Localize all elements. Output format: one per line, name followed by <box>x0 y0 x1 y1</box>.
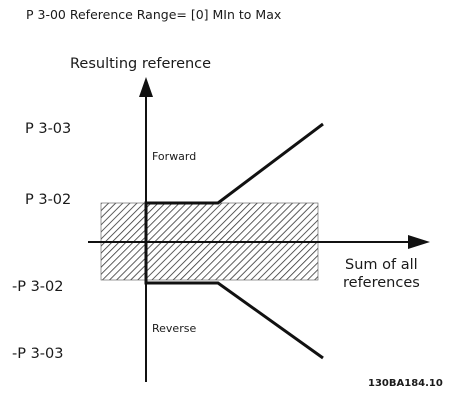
tick-label-neg-p303: -P 3-03 <box>12 346 64 362</box>
diagram-title: P 3-00 Reference Range= [0] MIn to Max <box>26 7 281 22</box>
y-axis-label: Resulting reference <box>70 56 211 72</box>
tick-label-neg-p302: -P 3-02 <box>12 279 64 295</box>
reverse-label: Reverse <box>152 322 196 335</box>
tick-label-p303: P 3-03 <box>25 121 71 137</box>
x-axis-arrow <box>408 235 430 249</box>
forward-curve <box>144 122 324 242</box>
x-axis-label-line1: Sum of all <box>345 257 418 273</box>
tick-label-p302: P 3-02 <box>25 192 71 208</box>
reverse-curve <box>144 242 324 360</box>
forward-label: Forward <box>152 150 196 163</box>
figure-code: 130BA184.10 <box>368 378 443 389</box>
y-axis-arrow <box>139 77 153 97</box>
x-axis-label-line2: references <box>343 275 420 291</box>
